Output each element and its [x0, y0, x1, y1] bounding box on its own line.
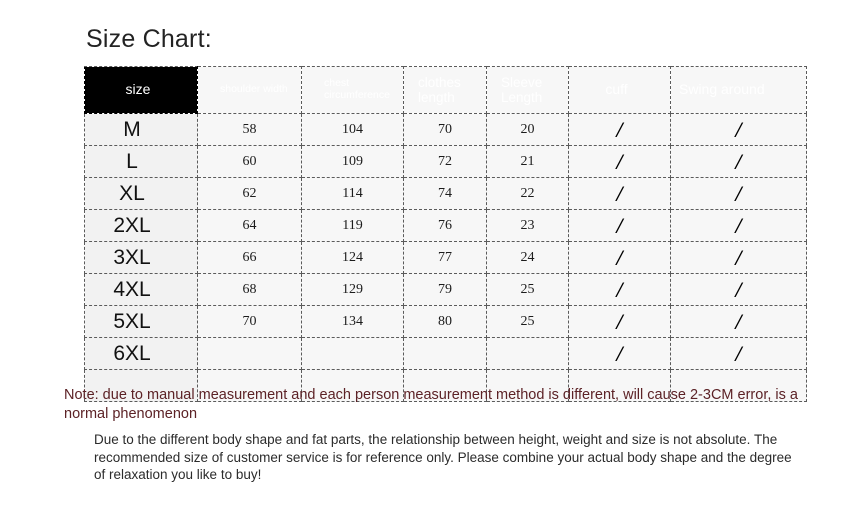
cell-swing-around: / [670, 145, 807, 178]
table-header-row: size shoulder width chest circumference … [84, 66, 807, 114]
cell-swing-around: / [670, 241, 807, 274]
cell-shoulder-width: 68 [197, 273, 302, 306]
table-body: M 58 104 70 20 / / L 60 109 72 21 / / XL… [84, 113, 807, 402]
cell-swing-around: / [670, 337, 807, 370]
cell-size: 4XL [84, 273, 198, 306]
page-title: Size Chart: [86, 25, 212, 53]
cell-cuff: / [568, 209, 671, 242]
cell-clothes-length: 79 [403, 273, 487, 306]
cell-cuff: / [568, 273, 671, 306]
cell-size [84, 369, 198, 402]
table-row: 6XL / / [84, 337, 807, 370]
cell-chest-circumference [301, 337, 404, 370]
cell-chest-circumference: 104 [301, 113, 404, 146]
cell-clothes-length: 74 [403, 177, 487, 210]
table-row: M 58 104 70 20 / / [84, 113, 807, 146]
cell-size: 5XL [84, 305, 198, 338]
cell-sleeve-length: 20 [486, 113, 569, 146]
column-header-size: size [84, 66, 198, 114]
size-chart-table: size shoulder width chest circumference … [84, 66, 807, 402]
cell-clothes-length: 72 [403, 145, 487, 178]
cell-chest-circumference: 114 [301, 177, 404, 210]
cell-shoulder-width: 70 [197, 305, 302, 338]
sizing-disclaimer-note: Due to the different body shape and fat … [94, 432, 792, 482]
cell-chest-circumference: 109 [301, 145, 404, 178]
cell-clothes-length [403, 369, 487, 402]
column-header-shoulder-width: shoulder width [197, 66, 302, 114]
cell-sleeve-length: 22 [486, 177, 569, 210]
cell-chest-circumference: 119 [301, 209, 404, 242]
column-header-cuff: cuff [568, 66, 671, 114]
table-row: 5XL 70 134 80 25 / / [84, 305, 807, 338]
cell-chest-circumference: 124 [301, 241, 404, 274]
cell-cuff: / [568, 305, 671, 338]
measurement-warning-note: Note: due to manual measurement and each… [64, 387, 802, 422]
cell-shoulder-width: 62 [197, 177, 302, 210]
cell-sleeve-length [486, 337, 569, 370]
table-row: 3XL 66 124 77 24 / / [84, 241, 807, 274]
cell-sleeve-length: 24 [486, 241, 569, 274]
cell-size: XL [84, 177, 198, 210]
cell-swing-around: / [670, 273, 807, 306]
column-header-swing-around: Swing around [670, 66, 807, 114]
cell-cuff: / [568, 145, 671, 178]
cell-sleeve-length [486, 369, 569, 402]
cell-shoulder-width: 60 [197, 145, 302, 178]
cell-clothes-length: 70 [403, 113, 487, 146]
cell-cuff: / [568, 113, 671, 146]
cell-swing-around: / [670, 209, 807, 242]
cell-clothes-length: 76 [403, 209, 487, 242]
cell-shoulder-width [197, 369, 302, 402]
table-row-spacer [84, 369, 807, 402]
cell-swing-around: / [670, 113, 807, 146]
cell-chest-circumference: 129 [301, 273, 404, 306]
cell-shoulder-width: 58 [197, 113, 302, 146]
cell-swing-around: / [670, 177, 807, 210]
table-row: 2XL 64 119 76 23 / / [84, 209, 807, 242]
cell-shoulder-width: 66 [197, 241, 302, 274]
cell-cuff: / [568, 241, 671, 274]
cell-cuff [568, 369, 671, 402]
cell-chest-circumference: 134 [301, 305, 404, 338]
cell-size: 3XL [84, 241, 198, 274]
cell-size: 2XL [84, 209, 198, 242]
cell-clothes-length: 80 [403, 305, 487, 338]
cell-size: 6XL [84, 337, 198, 370]
column-header-clothes-length: clothes length [403, 66, 487, 114]
cell-shoulder-width: 64 [197, 209, 302, 242]
cell-cuff: / [568, 337, 671, 370]
cell-cuff: / [568, 177, 671, 210]
cell-clothes-length: 77 [403, 241, 487, 274]
cell-swing-around [670, 369, 807, 402]
cell-size: M [84, 113, 198, 146]
cell-shoulder-width [197, 337, 302, 370]
cell-size: L [84, 145, 198, 178]
cell-chest-circumference [301, 369, 404, 402]
table-row: 4XL 68 129 79 25 / / [84, 273, 807, 306]
cell-sleeve-length: 21 [486, 145, 569, 178]
table-row: XL 62 114 74 22 / / [84, 177, 807, 210]
column-header-chest-circumference: chest circumference [301, 66, 404, 114]
cell-swing-around: / [670, 305, 807, 338]
cell-sleeve-length: 25 [486, 273, 569, 306]
column-header-sleeve-length: Sleeve Length [486, 66, 569, 114]
cell-sleeve-length: 23 [486, 209, 569, 242]
table-row: L 60 109 72 21 / / [84, 145, 807, 178]
cell-sleeve-length: 25 [486, 305, 569, 338]
cell-clothes-length [403, 337, 487, 370]
